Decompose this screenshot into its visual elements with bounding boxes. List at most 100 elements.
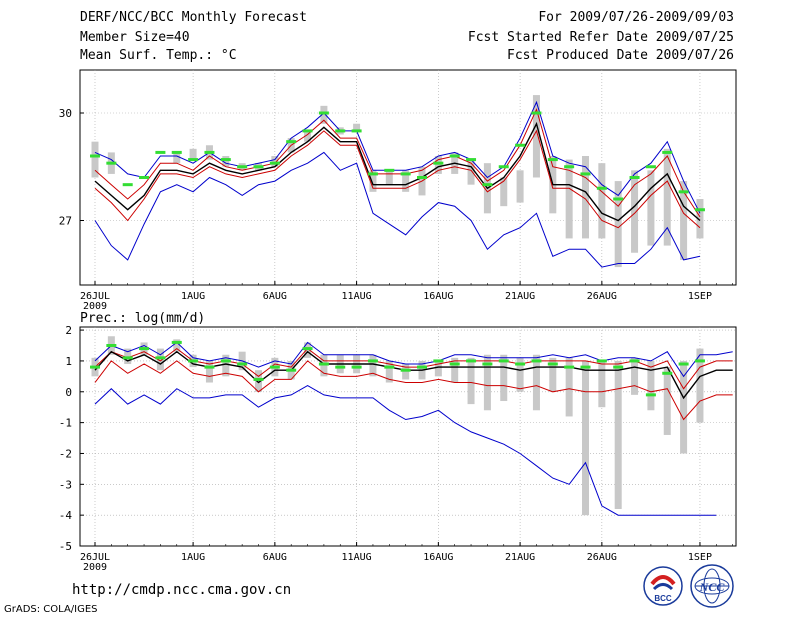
obs-marker: [367, 359, 378, 363]
forecast-period: For 2009/07/26-2009/09/03: [538, 10, 734, 25]
x-tick-label: 1AUG: [181, 552, 205, 563]
obs-marker: [106, 161, 117, 165]
obs-marker: [237, 362, 248, 366]
obs-marker: [171, 150, 182, 154]
series-spread-lower: [94, 129, 701, 229]
panel-1: 26JUL 1AUG 6AUG 11AUG 16AUG 21AUG 26AUG 1SEP 200…: [59, 69, 737, 312]
obs-range-bar: [598, 163, 606, 239]
bcc-logo-text: BCC: [654, 594, 672, 603]
x-tick-label: 11AUG: [342, 291, 372, 302]
obs-range-bar: [582, 360, 589, 516]
obs-marker: [188, 158, 199, 162]
obs-marker: [564, 365, 575, 369]
obs-range-bar: [647, 360, 655, 411]
panel-2: 26JUL 1AUG 6AUG 11AUG 16AUG 21AUG 26AUG 1SEP 200…: [59, 324, 737, 573]
obs-range-bar: [434, 360, 442, 377]
y-tick-label: -5: [59, 540, 72, 553]
series-ensemble-min: [94, 385, 717, 516]
obs-marker: [384, 365, 395, 369]
obs-range-bar: [320, 354, 328, 377]
obs-range-bar: [255, 370, 262, 392]
obs-range-bar: [205, 360, 213, 383]
series-ensemble-max: [94, 100, 701, 214]
panel-title: Prec.: log(mm/d): [80, 311, 205, 326]
obs-range-bar: [614, 181, 622, 268]
obs-marker: [645, 165, 656, 169]
obs-marker: [139, 347, 150, 351]
produced-date-label: Fcst Produced Date 2009/07/26: [507, 48, 734, 63]
obs-marker: [90, 365, 100, 369]
y-tick-label: 2: [65, 324, 72, 337]
obs-marker: [286, 368, 297, 372]
obs-marker: [155, 356, 166, 360]
website-url[interactable]: http://cmdp.ncc.cma.gov.cn: [72, 582, 292, 598]
obs-marker: [613, 365, 624, 369]
obs-marker: [498, 359, 509, 363]
x-tick-label: 26AUG: [587, 291, 617, 302]
obs-marker: [237, 165, 248, 169]
obs-marker: [662, 371, 673, 375]
obs-range-bar: [565, 357, 573, 417]
y-tick-label: 0: [65, 386, 72, 399]
obs-range-bar: [304, 342, 312, 358]
obs-range-bar: [369, 170, 377, 192]
obs-marker: [335, 365, 346, 369]
obs-range-bar: [173, 152, 181, 164]
grads-credit: GrADS: COLA/IGES: [4, 604, 98, 615]
obs-range-bar: [353, 123, 361, 131]
obs-range-bar: [516, 357, 524, 392]
obs-range-bar: [500, 354, 508, 402]
x-tick-label: 26AUG: [587, 552, 617, 563]
obs-marker: [220, 359, 231, 363]
y-tick-label: 27: [59, 215, 72, 228]
series-ensemble-mean: [94, 350, 733, 400]
obs-marker: [122, 183, 133, 187]
x-tick-label: 1SEP: [688, 291, 712, 302]
series-spread-lower: [94, 360, 733, 421]
obs-range-bar: [647, 170, 655, 246]
obs-range-bar: [222, 156, 230, 167]
obs-marker: [694, 208, 705, 212]
ncc-logo: NCC: [690, 564, 734, 608]
obs-marker: [106, 344, 117, 348]
y-tick-label: -2: [59, 447, 72, 460]
obs-range-bar: [91, 141, 99, 178]
obs-range-bar: [483, 354, 491, 411]
obs-marker: [139, 176, 150, 179]
obs-range-bar: [549, 357, 557, 392]
obs-marker: [694, 359, 705, 363]
x-tick-label: 16AUG: [423, 291, 453, 302]
obs-marker: [400, 368, 411, 372]
obs-range-bar: [320, 105, 328, 124]
obs-marker: [90, 154, 100, 158]
obs-marker: [613, 197, 624, 201]
obs-marker: [417, 365, 427, 369]
year-label: 2009: [83, 562, 107, 573]
obs-range-bar: [385, 170, 393, 185]
series-ensemble-mean: [94, 121, 701, 222]
obs-marker: [433, 359, 444, 363]
obs-marker: [253, 377, 264, 381]
obs-range-bar: [385, 360, 393, 383]
obs-marker: [318, 111, 329, 115]
obs-marker: [498, 165, 509, 169]
obs-range-bar: [124, 348, 132, 365]
obs-marker: [466, 359, 477, 363]
obs-range-bar: [156, 348, 164, 371]
series-spread-upper: [94, 347, 733, 390]
obs-range-bar: [467, 159, 475, 185]
y-tick-label: -3: [59, 478, 72, 491]
obs-marker: [596, 359, 607, 363]
obs-range-bar: [680, 360, 688, 454]
obs-marker: [629, 176, 640, 179]
obs-range-bar: [696, 348, 704, 423]
obs-range-bar: [582, 156, 589, 239]
obs-marker: [417, 176, 427, 179]
obs-range-bar: [631, 357, 639, 395]
series-ensemble-max: [94, 341, 733, 378]
obs-range-bar: [614, 360, 622, 509]
obs-range-bar: [696, 199, 704, 239]
obs-marker: [269, 365, 280, 369]
plot-frame: [79, 326, 737, 547]
obs-marker: [531, 359, 542, 363]
